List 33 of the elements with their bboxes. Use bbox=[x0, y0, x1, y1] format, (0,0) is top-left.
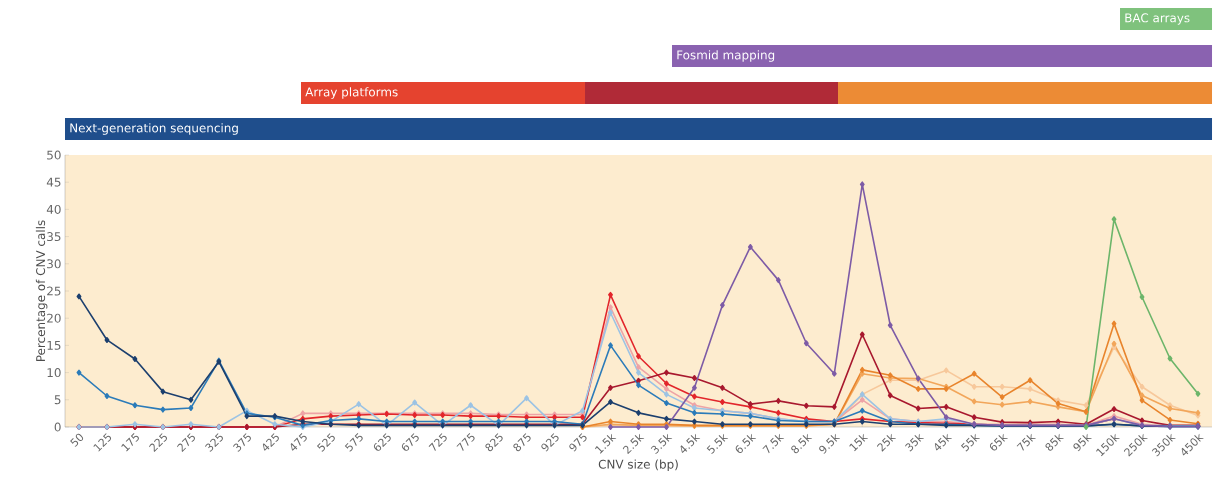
y-tick-label: 40 bbox=[46, 204, 61, 214]
x-axis-title: CNV size (bp) bbox=[598, 459, 678, 472]
x-tick-label: 95k bbox=[1073, 433, 1092, 452]
text: Array platforms bbox=[305, 87, 398, 99]
x-tick-label: 50 bbox=[70, 433, 84, 447]
x-tick-label: 25k bbox=[877, 433, 897, 452]
y-tick-label: 50 bbox=[47, 150, 61, 160]
y-tick-label: 20 bbox=[47, 313, 61, 323]
x-tick-label: 425 bbox=[262, 433, 279, 451]
x-tick-label: 35k bbox=[905, 433, 925, 452]
x-tick-label: 675 bbox=[401, 433, 419, 451]
x-tick-label: 625 bbox=[373, 433, 391, 451]
x-tick-label: 725 bbox=[428, 433, 447, 452]
y-tick-label: 5 bbox=[54, 395, 61, 405]
y-tick-label: 30 bbox=[47, 259, 61, 269]
y-tick-label: 35 bbox=[47, 232, 61, 242]
y-tick-label: 0 bbox=[54, 422, 61, 432]
x-tick-label: 65k bbox=[989, 433, 1009, 451]
text: Next-generation sequencing bbox=[70, 123, 238, 135]
y-tick-label: 25 bbox=[47, 286, 61, 296]
text: Fosmid mapping bbox=[677, 50, 775, 62]
y-axis-title: Percentage of CNV calls bbox=[35, 220, 48, 362]
x-tick-label: 475 bbox=[290, 433, 307, 451]
x-tick-label: 45k bbox=[934, 433, 953, 451]
text: BAC arrays bbox=[1125, 13, 1190, 25]
y-tick-label: 45 bbox=[46, 177, 61, 187]
x-tick-label: 55k bbox=[960, 433, 981, 452]
x-tick-label: 75k bbox=[1016, 433, 1036, 451]
x-tick-label: 15k bbox=[849, 433, 869, 452]
x-tick-label: 85k bbox=[1045, 433, 1064, 451]
y-tick-label: 10 bbox=[47, 368, 61, 378]
x-tick-label: 775 bbox=[456, 433, 475, 451]
y-tick-label: 15 bbox=[47, 340, 61, 350]
